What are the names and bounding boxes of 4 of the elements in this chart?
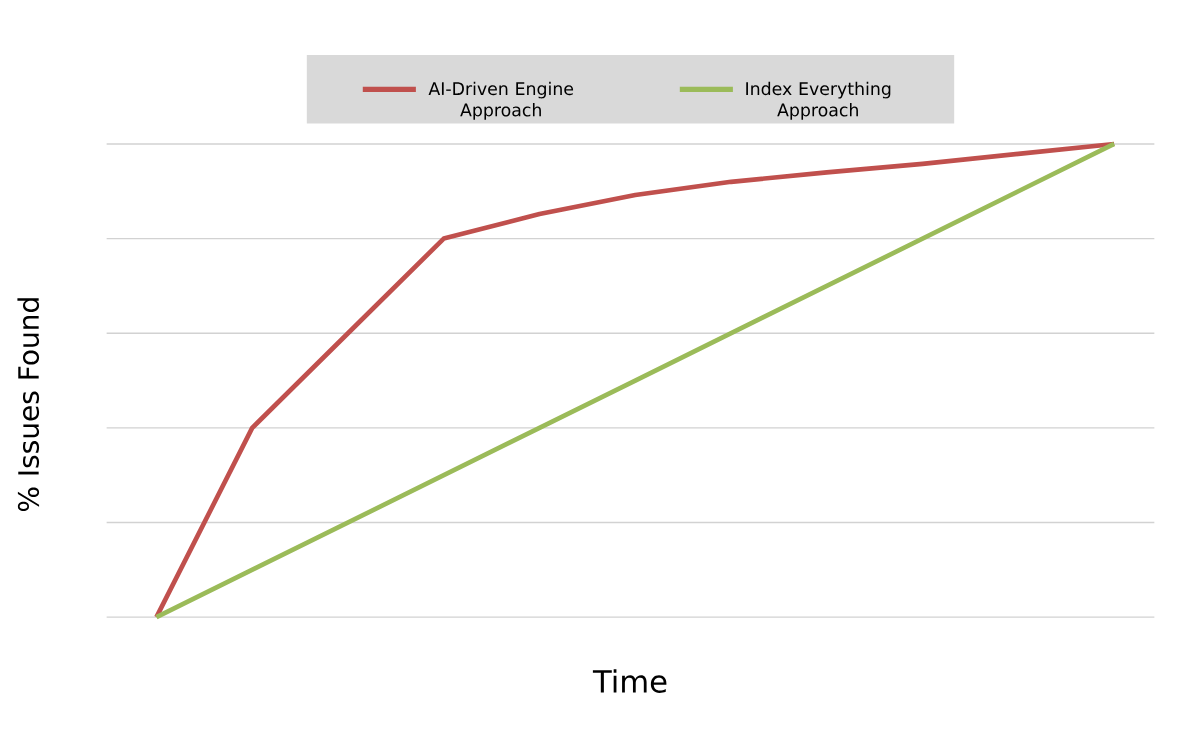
legend-label: AI-Driven Engine Approach [428, 81, 574, 120]
y-axis-title: % Issues Found [17, 298, 40, 511]
x-axis-title: Time [592, 668, 667, 693]
legend-label: Index Everything Approach [746, 81, 891, 120]
